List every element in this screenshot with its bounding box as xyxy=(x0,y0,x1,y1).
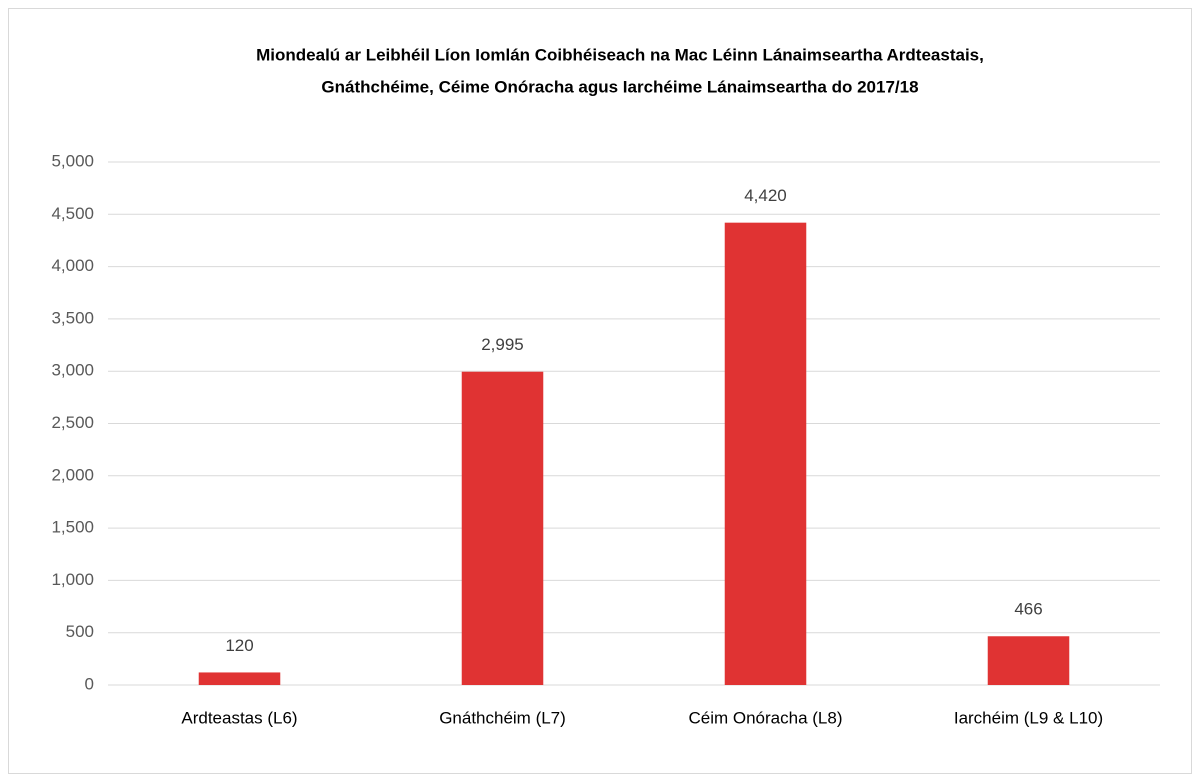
y-tick-label: 2,000 xyxy=(51,465,94,484)
bar xyxy=(461,371,544,685)
x-tick-label: Céim Onóracha (L8) xyxy=(688,708,842,727)
y-tick-label: 4,500 xyxy=(51,204,94,223)
y-tick-label: 1,000 xyxy=(51,570,94,589)
value-label: 2,995 xyxy=(481,335,524,354)
y-tick-label: 2,500 xyxy=(51,413,94,432)
y-tick-label: 4,000 xyxy=(51,256,94,275)
value-label: 4,420 xyxy=(744,186,787,205)
value-label: 466 xyxy=(1014,600,1042,619)
chart-title: Miondealú ar Leibhéil Líon Iomlán Coibhé… xyxy=(256,45,984,64)
bar xyxy=(198,672,281,685)
y-tick-label: 0 xyxy=(85,674,94,693)
value-label: 120 xyxy=(225,636,253,655)
y-tick-label: 1,500 xyxy=(51,518,94,537)
chart-title: Gnáthchéime, Céime Onóracha agus Iarchéi… xyxy=(321,77,918,96)
x-tick-label: Iarchéim (L9 & L10) xyxy=(954,708,1103,727)
bar xyxy=(724,222,807,685)
x-tick-label: Ardteastas (L6) xyxy=(181,708,297,727)
y-tick-label: 500 xyxy=(66,622,94,641)
y-tick-label: 5,000 xyxy=(51,151,94,170)
y-tick-label: 3,500 xyxy=(51,308,94,327)
bar xyxy=(987,636,1070,685)
x-tick-label: Gnáthchéim (L7) xyxy=(439,708,566,727)
y-tick-label: 3,000 xyxy=(51,361,94,380)
